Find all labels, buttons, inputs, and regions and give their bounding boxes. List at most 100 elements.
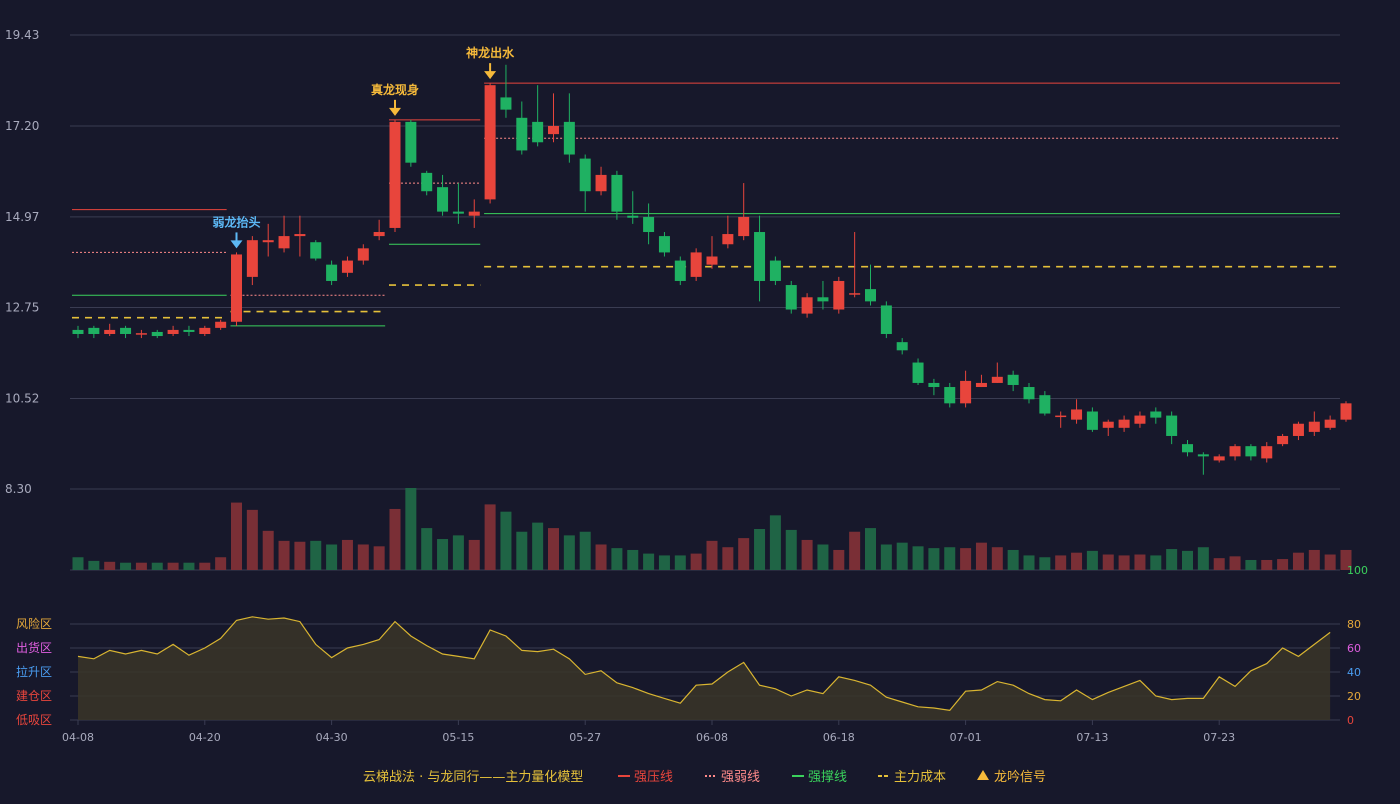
volume-bar	[706, 540, 718, 570]
date-tick-label: 05-15	[442, 731, 474, 744]
volume-bar	[1055, 555, 1067, 570]
volume-bar	[643, 553, 655, 570]
candle	[1324, 415, 1336, 430]
signal-label: 弱龙抬头	[212, 214, 260, 229]
indicator-tick-label: 40	[1347, 666, 1361, 679]
candle-body	[120, 327, 132, 334]
candle-body	[674, 260, 686, 281]
candle	[738, 183, 750, 241]
price-tick-label: 14.97	[5, 210, 39, 224]
candle-body	[1071, 409, 1083, 420]
volume-bar	[579, 531, 591, 570]
volume-bar	[928, 548, 940, 570]
dragon-signal: 真龙现身	[371, 82, 419, 116]
candle	[1118, 415, 1130, 432]
candle	[1134, 411, 1146, 428]
candle-body	[532, 121, 544, 143]
candle	[1102, 419, 1114, 436]
candle-body	[849, 293, 861, 295]
candle-body	[896, 342, 908, 351]
candle-body	[341, 260, 353, 273]
indicator-tick-label: 100	[1347, 564, 1368, 577]
candle	[357, 244, 369, 265]
candle	[452, 183, 464, 224]
volume-bar	[278, 540, 290, 570]
volume-bar	[1086, 550, 1098, 570]
candle	[706, 236, 718, 269]
legend: 云梯战法 · 与龙同行——主力量化模型 强压线 强弱线 强撑线 主力成本 龙吟信号	[363, 769, 1046, 785]
volume-bar	[341, 539, 353, 570]
volume-bar	[231, 502, 242, 570]
candle-body	[1055, 415, 1067, 418]
volume-bar	[294, 541, 306, 570]
legend-label: 强压线	[634, 770, 673, 785]
volume-bar	[1150, 555, 1162, 570]
candle	[880, 301, 892, 339]
candle	[658, 232, 670, 257]
dragon-signal: 弱龙抬头	[212, 214, 261, 249]
candle	[1166, 411, 1178, 445]
volume-bar	[1007, 549, 1019, 570]
candle-body	[468, 211, 480, 216]
date-tick-label: 07-13	[1076, 731, 1108, 744]
candle	[104, 323, 116, 337]
candle-body	[563, 121, 575, 155]
candle-body	[231, 254, 242, 322]
volume-bar	[1277, 559, 1289, 570]
legend-label: 强撑线	[808, 770, 847, 785]
candle-body	[1150, 411, 1162, 418]
volume-bar	[104, 561, 116, 570]
candle-body	[167, 329, 179, 334]
candle	[1340, 401, 1352, 422]
zone-label: 拉升区	[16, 664, 52, 679]
volume-bar	[151, 562, 163, 570]
volume-bar	[658, 555, 670, 570]
candle-body	[262, 240, 274, 243]
volume-bar	[326, 544, 338, 570]
candle-body	[611, 174, 623, 212]
candle	[548, 93, 559, 143]
candle	[516, 101, 528, 155]
volume-bar	[896, 542, 908, 570]
date-tick-label: 07-01	[950, 731, 982, 744]
candle-body	[1261, 446, 1273, 459]
candle	[294, 215, 306, 257]
candle-body	[627, 215, 639, 218]
legend-marker	[977, 770, 989, 780]
candle	[246, 236, 258, 286]
candle-body	[1229, 446, 1241, 457]
candle-body	[1166, 415, 1178, 436]
candle-body	[801, 297, 813, 314]
candle-body	[1023, 387, 1035, 400]
candle-body	[278, 236, 290, 249]
candle	[135, 329, 147, 339]
candle	[341, 256, 353, 277]
price-tick-label: 12.75	[5, 300, 39, 314]
price-axis-ticks: 19.43 17.20 14.97 12.75 10.52 8.30	[5, 28, 39, 496]
candle-body	[1086, 411, 1098, 430]
signal-arrow-head	[230, 240, 243, 249]
volume-bar	[595, 544, 607, 570]
candle	[1150, 407, 1162, 424]
candle	[199, 325, 211, 337]
candle-body	[1340, 403, 1352, 420]
candle	[833, 276, 845, 314]
volume-bar	[516, 531, 528, 570]
candle	[167, 325, 179, 337]
candle-body	[151, 331, 163, 337]
candle	[278, 215, 290, 253]
candle	[262, 223, 274, 257]
candle-body	[658, 236, 670, 253]
candle-body	[579, 158, 591, 192]
candle	[468, 199, 480, 228]
volume-bar	[389, 508, 401, 570]
candle-body	[452, 211, 464, 214]
volume-bar	[468, 539, 480, 570]
candle	[1229, 444, 1241, 461]
candle-body	[960, 380, 972, 404]
candle-body	[912, 362, 924, 383]
candle	[960, 370, 972, 408]
zone-label: 风险区	[16, 616, 52, 631]
volume-bar	[437, 539, 449, 570]
candle-body	[1308, 421, 1320, 432]
